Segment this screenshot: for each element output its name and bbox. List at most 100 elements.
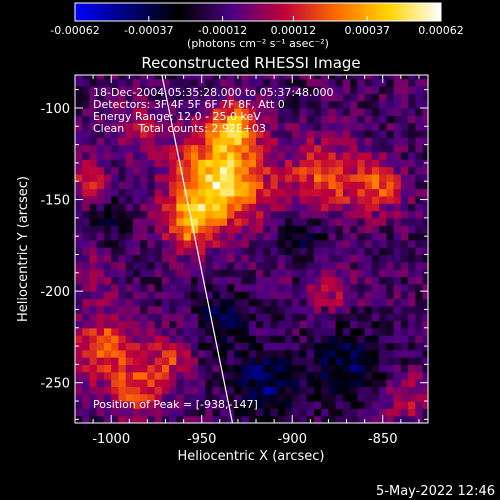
heatmap-cell — [147, 261, 156, 270]
heatmap-cell — [125, 195, 134, 204]
heatmap-cell — [350, 401, 358, 409]
heatmap-cell — [299, 144, 308, 153]
heatmap-cell — [422, 151, 428, 160]
heatmap-cell — [219, 93, 228, 102]
heatmap-cell — [270, 393, 279, 402]
heatmap-cell — [408, 408, 416, 417]
heatmap-cell — [140, 247, 149, 256]
heatmap-cell — [75, 298, 83, 307]
heatmap-cell — [132, 415, 141, 423]
heatmap-cell — [357, 386, 366, 395]
heatmap-cell — [379, 408, 387, 417]
heatmap-cell — [198, 305, 206, 314]
heatmap-cell — [205, 401, 214, 409]
heatmap-cell — [118, 144, 127, 153]
heatmap-cell — [132, 181, 141, 190]
heatmap-cell — [205, 203, 214, 212]
heatmap-cell — [176, 166, 185, 175]
heatmap-cell — [299, 166, 308, 175]
heatmap-cell — [335, 247, 344, 256]
heatmap-cell — [284, 107, 293, 116]
heatmap-cell — [299, 305, 308, 314]
heatmap-cell — [371, 305, 380, 314]
heatmap-cell — [371, 254, 380, 263]
heatmap-cell — [154, 100, 163, 109]
heatmap-cell — [234, 364, 243, 373]
heatmap-cell — [350, 379, 358, 387]
heatmap-cell — [234, 159, 243, 168]
heatmap-cell — [241, 166, 250, 175]
heatmap-cell — [125, 137, 134, 146]
heatmap-cell — [132, 75, 141, 80]
heatmap-cell — [328, 247, 337, 256]
heatmap-cell — [111, 261, 120, 270]
heatmap-cell — [219, 151, 228, 160]
heatmap-cell — [350, 151, 358, 160]
heatmap-cell — [205, 386, 214, 395]
heatmap-cell — [364, 166, 373, 175]
heatmap-cell — [219, 327, 228, 336]
heatmap-cell — [408, 379, 416, 387]
heatmap-cell — [103, 210, 112, 219]
heatmap-cell — [256, 173, 264, 182]
heatmap-cell — [161, 173, 170, 182]
heatmap-cell — [234, 85, 243, 94]
heatmap-cell — [205, 159, 214, 168]
heatmap-cell — [190, 313, 199, 322]
heatmap-cell — [132, 225, 141, 234]
heatmap-cell — [140, 115, 149, 124]
heatmap-cell — [321, 298, 330, 307]
heatmap-cell — [169, 342, 177, 351]
heatmap-cell — [147, 408, 156, 417]
heatmap-cell — [227, 269, 235, 278]
heatmap-cell — [82, 261, 91, 270]
heatmap-cell — [256, 305, 264, 314]
heatmap-cell — [75, 335, 83, 344]
heatmap-cell — [350, 129, 358, 138]
heatmap-cell — [386, 327, 395, 336]
heatmap-cell — [400, 371, 409, 380]
heatmap-cell — [190, 276, 199, 285]
heatmap-cell — [379, 93, 387, 102]
heatmap-cell — [190, 298, 199, 307]
heatmap-cell — [292, 269, 301, 278]
heatmap-cell — [169, 371, 177, 380]
heatmap-cell — [256, 261, 264, 270]
heatmap-cell — [277, 159, 286, 168]
heatmap-cell — [364, 122, 373, 131]
heatmap-cell — [379, 100, 387, 109]
heatmap-cell — [306, 247, 315, 256]
heatmap-cell — [190, 225, 199, 234]
heatmap-cell — [248, 408, 257, 417]
heatmap-cell — [277, 393, 286, 402]
heatmap-cell — [111, 75, 120, 80]
heatmap-cell — [154, 203, 163, 212]
heatmap-cell — [422, 181, 428, 190]
heatmap-cell — [154, 408, 163, 417]
heatmap-cell — [270, 349, 279, 358]
heatmap-cell — [350, 232, 358, 241]
heatmap-cell — [386, 320, 395, 329]
heatmap-cell — [169, 217, 177, 226]
heatmap-cell — [364, 188, 373, 197]
heatmap-cell — [335, 166, 344, 175]
heatmap-cell — [284, 166, 293, 175]
heatmap-cell — [256, 75, 264, 80]
heatmap-cell — [111, 93, 120, 102]
peak-position-label: Position of Peak = [-938,-147] — [93, 398, 258, 411]
heatmap-cell — [183, 85, 192, 94]
heatmap-cell — [227, 379, 235, 387]
heatmap-cell — [140, 320, 149, 329]
heatmap-cell — [132, 269, 141, 278]
heatmap-cell — [350, 408, 358, 417]
heatmap-cell — [313, 225, 322, 234]
heatmap-cell — [96, 195, 105, 204]
heatmap-cell — [140, 291, 149, 300]
heatmap-cell — [408, 85, 416, 94]
heatmap-cell — [408, 107, 416, 116]
heatmap-cell — [75, 166, 83, 175]
heatmap-cell — [75, 283, 83, 292]
heatmap-cell — [212, 386, 221, 395]
heatmap-cell — [393, 203, 402, 212]
heatmap-cell — [292, 188, 301, 197]
